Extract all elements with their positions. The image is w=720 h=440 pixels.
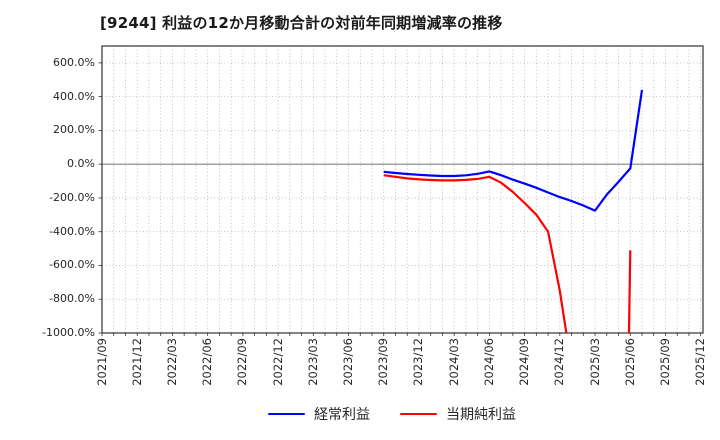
net-profit-line (383, 174, 632, 333)
y-tick-label: -600.0% (49, 258, 95, 272)
ordinary-profit-line (383, 89, 644, 212)
legend-label-ordinary-profit: 経常利益 (314, 407, 370, 423)
y-tick-label: 200.0% (53, 123, 95, 137)
plot-border (101, 45, 704, 334)
legend-item-net-profit: 当期純利益 (400, 404, 516, 424)
legend-line-ordinary-profit (268, 412, 305, 416)
chart-title: [9244] 利益の12か月移動合計の対前年同期増減率の推移 (100, 14, 503, 32)
y-tick-label: -800.0% (49, 292, 95, 306)
y-tick-label: 400.0% (53, 89, 95, 103)
y-tick-label: 600.0% (53, 55, 95, 69)
legend-item-ordinary-profit: 経常利益 (268, 404, 370, 424)
y-tick-label: -1000.0% (42, 326, 95, 339)
y-tick-label: -400.0% (49, 224, 95, 238)
legend-line-net-profit (400, 412, 437, 416)
legend: 経常利益 当期純利益 (32, 404, 720, 424)
legend-label-net-profit: 当期純利益 (446, 407, 516, 423)
y-tick-label: 0.0% (67, 157, 95, 171)
y-tick-label: -200.0% (49, 190, 95, 204)
